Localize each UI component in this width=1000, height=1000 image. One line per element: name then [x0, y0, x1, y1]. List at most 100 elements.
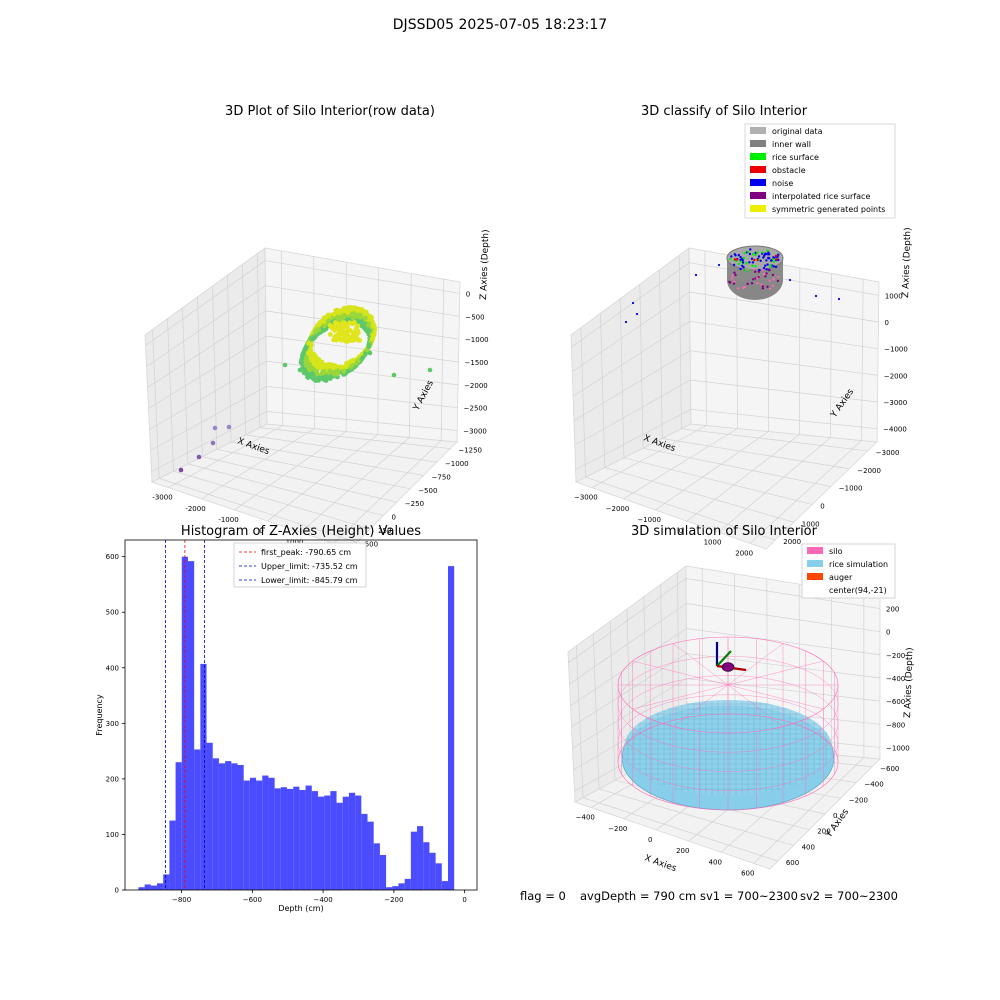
raw-data-point [342, 320, 347, 326]
classified-point [739, 267, 742, 271]
classify-legend-swatch [750, 192, 766, 199]
classified-point [733, 258, 737, 261]
simulation-legend-swatch [807, 560, 823, 567]
raw-x-tick-label: -1000 [218, 516, 238, 524]
raw-data-point [309, 336, 314, 342]
raw-data-point [320, 365, 325, 370]
raw-data-point [313, 334, 318, 340]
raw-y-tick-label: −1250 [458, 447, 482, 455]
raw-data-point [350, 321, 356, 326]
histogram-bar [441, 881, 448, 890]
raw-data-point [366, 342, 372, 348]
raw-z-ticks: −3000 −2500 −2000 −1500 −1000 −500 0 [463, 290, 488, 435]
histogram-bar [181, 556, 188, 890]
classified-point [761, 285, 764, 288]
simulation-y-tick-label: 200 [817, 828, 830, 836]
histogram-bar [317, 796, 325, 890]
raw-data-point [320, 369, 326, 375]
raw-data-point [354, 325, 360, 330]
raw-data-point [349, 363, 355, 368]
raw-data-point [341, 368, 347, 374]
simulation-legend-swatch [807, 547, 823, 554]
classified-point [768, 287, 772, 290]
classified-point [736, 287, 740, 290]
classified-point [765, 272, 768, 275]
histogram-legend-label: Upper_limit: -735.52 cm [261, 562, 358, 571]
simulation-x-tick-label: 400 [709, 858, 722, 866]
histogram-bar [175, 762, 182, 890]
raw-data-point [358, 320, 364, 325]
classify-x-tick-label: 0 [679, 527, 683, 535]
classified-point [769, 259, 773, 262]
raw-data-point [310, 373, 316, 379]
classified-point [734, 273, 737, 277]
raw-data-point [346, 305, 351, 311]
classified-point [757, 255, 761, 258]
raw-data-point [308, 353, 314, 359]
silo-roof-spoke [672, 684, 729, 727]
classified-point [756, 251, 759, 254]
raw-outlier-point [226, 424, 232, 430]
histogram-bar [243, 780, 250, 890]
histogram-bar [386, 887, 393, 890]
classified-point [741, 261, 745, 264]
raw-data-point [336, 325, 342, 331]
simulation-legend-swatch [807, 573, 823, 580]
histogram-bar [280, 787, 288, 890]
raw-data-point [360, 355, 366, 360]
histogram-bar [187, 561, 195, 890]
simulation-x-tick-label: 0 [648, 836, 652, 844]
classify-x-tick-label: 2000 [735, 549, 753, 557]
histogram-bar [336, 802, 343, 890]
classified-point [762, 266, 766, 270]
histogram-bar [256, 780, 263, 890]
classify-legend-swatch [750, 140, 766, 147]
raw-data-point [324, 314, 329, 320]
classified-point [774, 265, 778, 269]
raw-plot-title: 3D Plot of Silo Interior(row data) [225, 104, 435, 119]
classified-point [767, 256, 770, 260]
classified-point [766, 249, 769, 252]
histogram-legend: first_peak: -790.65 cm Upper_limit: -735.… [233, 542, 367, 588]
histogram-bar [398, 883, 405, 890]
noise-point [694, 273, 698, 277]
classify-x-tick-label: −2000 [606, 505, 630, 513]
silo-wireframe [617, 636, 839, 811]
classify-z-tick-label: −4000 [883, 426, 907, 434]
classified-point [752, 278, 755, 281]
classified-point [761, 251, 764, 254]
noise-point [631, 301, 635, 305]
histogram-bar [231, 763, 238, 890]
raw-data-point [312, 354, 318, 360]
simulation-x-tick-label: −400 [576, 814, 595, 822]
raw-x-tick-label: 0 [259, 527, 263, 535]
histogram-bar [379, 855, 387, 890]
classified-point [751, 261, 755, 264]
histogram-legend-label: Lower_limit: -845.79 cm [261, 576, 358, 585]
raw-outlier-point [367, 350, 373, 356]
classified-point [764, 252, 768, 256]
raw-data-point [347, 359, 353, 365]
simulation-z-tick-label: 0 [886, 629, 890, 637]
classified-point [754, 265, 757, 268]
histogram-y-tick-label: 500 [106, 609, 119, 617]
raw-data-point [324, 364, 330, 369]
histogram-bar [447, 566, 455, 890]
raw-data-point [369, 336, 375, 342]
histogram-bar [206, 742, 213, 890]
raw-data-point [338, 364, 344, 370]
classified-point [772, 265, 775, 268]
histogram-bar [348, 792, 356, 890]
raw-data-point [339, 330, 344, 336]
raw-z-tick-label: −2500 [464, 405, 488, 413]
histogram-x-axis-label: Depth (cm) [278, 904, 323, 913]
figure-suptitle: DJSSD05 2025-07-05 18:23:17 [392, 17, 608, 33]
raw-data-point [359, 307, 364, 312]
histogram-bar [342, 796, 349, 890]
raw-data-point [327, 368, 333, 374]
histogram-legend-label: first_peak: -790.65 cm [261, 548, 351, 557]
simulation-legend-label: center(94,-21) [829, 586, 887, 595]
histogram-bar [212, 758, 219, 890]
